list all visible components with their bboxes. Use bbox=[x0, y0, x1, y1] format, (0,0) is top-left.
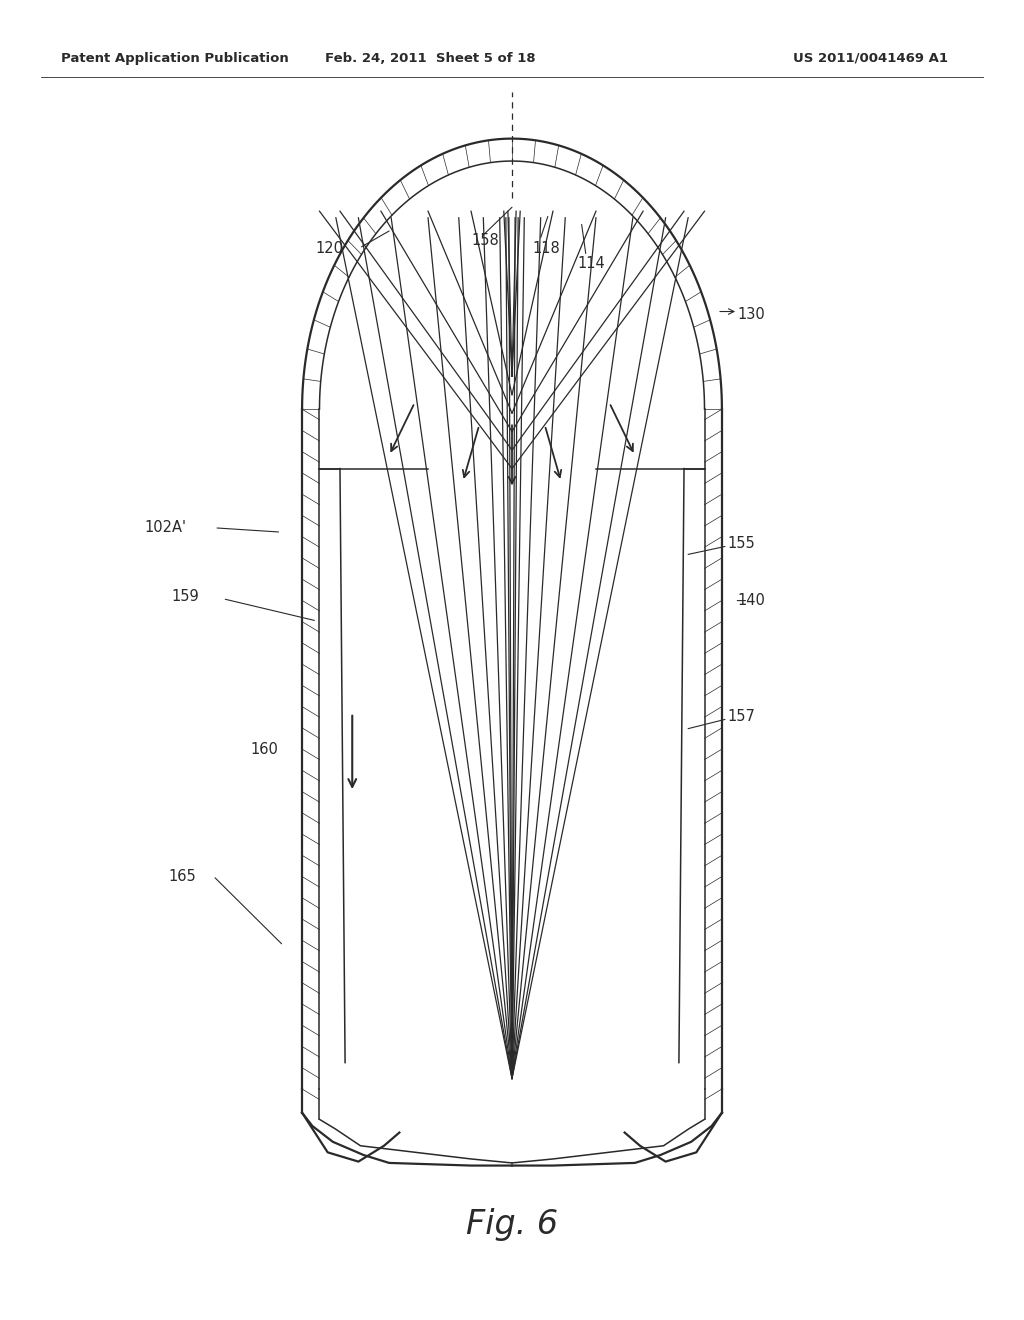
Text: 158: 158 bbox=[471, 232, 499, 248]
Text: 140: 140 bbox=[737, 593, 765, 609]
Text: 165: 165 bbox=[169, 869, 197, 884]
Text: 114: 114 bbox=[578, 256, 605, 272]
Text: US 2011/0041469 A1: US 2011/0041469 A1 bbox=[793, 51, 948, 65]
Text: 102A': 102A' bbox=[144, 520, 186, 536]
Text: 160: 160 bbox=[251, 742, 279, 758]
Text: Feb. 24, 2011  Sheet 5 of 18: Feb. 24, 2011 Sheet 5 of 18 bbox=[325, 51, 536, 65]
Text: Patent Application Publication: Patent Application Publication bbox=[61, 51, 289, 65]
Text: 120: 120 bbox=[315, 240, 343, 256]
Text: 130: 130 bbox=[737, 306, 765, 322]
Text: 159: 159 bbox=[172, 589, 200, 605]
Text: 157: 157 bbox=[727, 709, 755, 725]
Text: 155: 155 bbox=[727, 536, 755, 552]
Text: Fig. 6: Fig. 6 bbox=[466, 1209, 558, 1241]
Text: 118: 118 bbox=[532, 240, 560, 256]
